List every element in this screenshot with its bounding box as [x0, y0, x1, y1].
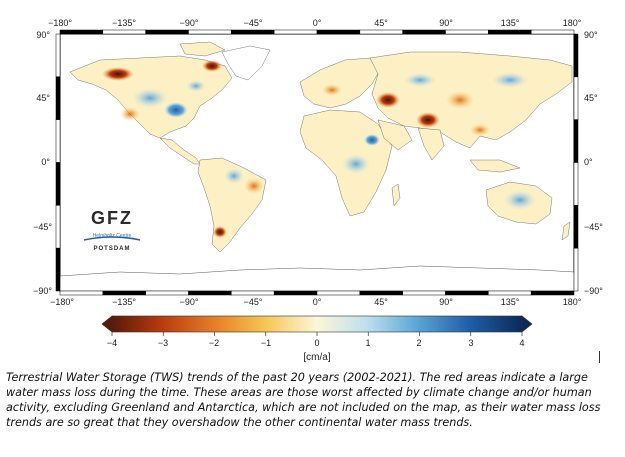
- right-tick-label: 0°: [584, 157, 593, 167]
- colorbar-tick-label: −1: [261, 338, 271, 348]
- colorbar-right-arrow: [521, 315, 533, 333]
- border-segment: [59, 29, 104, 35]
- border-segment: [273, 290, 318, 296]
- border-segment: [573, 162, 579, 206]
- border-segment: [55, 33, 61, 78]
- top-tick-label: −45°: [244, 18, 263, 28]
- top-tick-label: 90°: [439, 18, 453, 28]
- border-segment: [402, 290, 446, 296]
- colorbar: −4 −3 −2 −1 0 1 2 3 4 [cm/a]: [101, 315, 533, 363]
- border-segment: [316, 290, 361, 296]
- bottom-tick-label: 135°: [501, 297, 520, 307]
- colorbar-tick-label: 1: [365, 338, 370, 348]
- colorbar-tick-label: 4: [519, 338, 524, 348]
- colorbar-tick-label: −3: [158, 338, 168, 348]
- border-segment: [273, 29, 318, 35]
- bottom-tick-label: 45°: [374, 297, 388, 307]
- border-segment: [55, 119, 61, 163]
- border-segment: [188, 29, 232, 35]
- top-tick-label: −135°: [112, 18, 136, 28]
- border-segment: [445, 29, 489, 35]
- top-tick-label: 45°: [374, 18, 388, 28]
- left-tick-label: 45°: [36, 93, 50, 103]
- right-tick-label: 45°: [584, 93, 598, 103]
- top-tick-label: −180°: [48, 18, 72, 28]
- bottom-tick-label: −180°: [50, 297, 74, 307]
- border-segment: [55, 205, 61, 249]
- border-segment: [488, 29, 532, 35]
- border-segment: [102, 290, 146, 296]
- logo-city: POTSDAM: [94, 246, 131, 252]
- border-segment: [188, 290, 232, 296]
- left-tick-label: −45°: [33, 222, 52, 232]
- border-segment: [445, 290, 489, 296]
- border-segment: [55, 76, 61, 120]
- border-segment: [145, 29, 189, 35]
- border-segment: [55, 162, 61, 206]
- top-tick-label: 0°: [313, 18, 322, 28]
- border-segment: [231, 290, 275, 296]
- bottom-tick-label: −135°: [112, 297, 136, 307]
- bottom-tick-label: −45°: [244, 297, 263, 307]
- bottom-tick-label: 0°: [313, 297, 322, 307]
- border-segment: [573, 119, 579, 163]
- border-segment: [573, 76, 579, 120]
- greenland: [221, 45, 271, 81]
- map-border: [55, 29, 579, 296]
- tws-trend-map: −180° −135° −90° −45° 0° 45° 90° 135° 18…: [33, 18, 603, 363]
- gfz-logo: GFZ Helmholtz Centre POTSDAM: [83, 208, 141, 252]
- border-segment: [59, 290, 104, 296]
- right-tick-label: −90°: [584, 286, 603, 296]
- top-tick-label: 180°: [563, 18, 582, 28]
- border-segment: [530, 29, 575, 35]
- colorbar-left-arrow: [101, 315, 113, 333]
- border-segment: [530, 290, 575, 296]
- figure-caption: Terrestrial Water Storage (TWS) trends o…: [6, 371, 601, 429]
- logo-swoosh-icon: [83, 236, 141, 241]
- top-axis-labels: −180° −135° −90° −45° 0° 45° 90° 135° 18…: [48, 18, 582, 28]
- top-tick-label: 135°: [501, 18, 520, 28]
- border-segment: [316, 29, 361, 35]
- antarctica: [60, 265, 574, 291]
- logo-wordmark: GFZ: [91, 208, 133, 228]
- right-axis-labels: 90° 45° 0° −45° −90°: [584, 30, 603, 296]
- land-layer: [60, 41, 574, 291]
- border-segment: [231, 29, 275, 35]
- border-segment: [102, 29, 146, 35]
- bottom-tick-label: 90°: [439, 297, 453, 307]
- right-tick-label: 90°: [584, 30, 598, 40]
- border-segment: [359, 290, 403, 296]
- colorbar-gradient: [111, 315, 523, 333]
- border-segment: [55, 247, 61, 292]
- border-segment: [573, 205, 579, 249]
- colorbar-tick-label: 2: [416, 338, 421, 348]
- border-segment: [573, 247, 579, 292]
- border-segment: [488, 290, 532, 296]
- right-tick-label: −45°: [584, 222, 603, 232]
- border-segment: [145, 290, 189, 296]
- top-tick-label: −90°: [180, 18, 199, 28]
- bottom-tick-label: −90°: [180, 297, 199, 307]
- colorbar-unit-label: [cm/a]: [303, 352, 330, 363]
- border-segment: [573, 33, 579, 78]
- bottom-tick-label: 180°: [563, 297, 582, 307]
- logo-subtitle: Helmholtz Centre: [93, 233, 132, 239]
- left-tick-label: −90°: [33, 286, 52, 296]
- left-axis-labels: 90° 45° 0° −45° −90°: [33, 30, 52, 296]
- colorbar-ticks: [111, 332, 523, 336]
- border-segment: [402, 29, 446, 35]
- left-tick-label: 0°: [41, 157, 50, 167]
- bottom-axis-labels: −180° −135° −90° −45° 0° 45° 90° 135° 18…: [50, 297, 582, 307]
- colorbar-tick-label: 0: [314, 338, 319, 348]
- colorbar-tick-label: −4: [107, 338, 117, 348]
- europe: [299, 57, 381, 109]
- text-cursor: [599, 351, 600, 363]
- left-tick-label: 90°: [36, 30, 50, 40]
- map-figure: −180° −135° −90° −45° 0° 45° 90° 135° 18…: [33, 18, 603, 363]
- colorbar-tick-label: 3: [468, 338, 473, 348]
- border-segment: [359, 29, 403, 35]
- colorbar-tick-label: −2: [209, 338, 219, 348]
